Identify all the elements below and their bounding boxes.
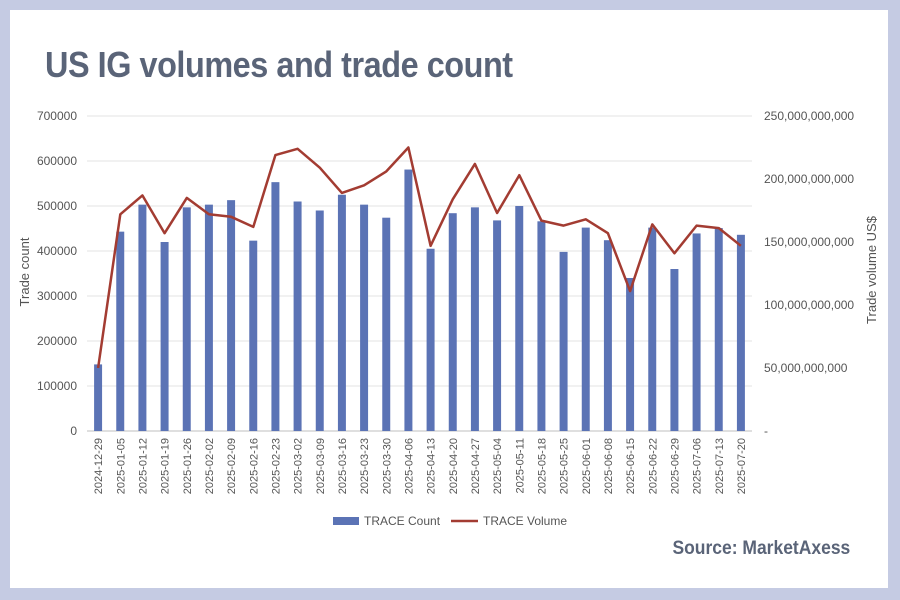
bar [160,242,169,431]
x-tick-label: 2025-06-01 [581,438,593,494]
right-axis-ticks: - 50,000,000,000 100,000,000,000 150,000,00… [764,109,854,438]
legend-label-count: TRACE Count [364,514,441,528]
bar [581,227,590,431]
bar [626,278,635,431]
bar [337,194,346,431]
x-tick-label: 2025-06-15 [625,438,637,494]
bar [670,269,679,431]
bar [227,200,236,431]
x-tick-label: 2025-03-23 [359,438,371,494]
legend: TRACE Count TRACE Volume [333,514,567,528]
bar [515,206,524,431]
x-tick-label: 2025-05-11 [514,438,526,493]
bar [94,364,103,431]
x-tick-label: 2025-05-04 [492,438,504,494]
x-tick-label: 2025-03-09 [315,438,327,494]
x-tick-label: 2025-07-06 [692,438,704,494]
left-axis-label: Trade count [17,237,32,306]
left-tick-label: 100000 [37,379,77,393]
bar [360,204,369,431]
bar [692,233,701,431]
bar [315,210,324,431]
x-tick-label: 2025-03-02 [293,438,305,494]
bar [182,207,191,431]
left-tick-label: 200000 [37,334,77,348]
bar-series [94,169,745,432]
bar [470,207,479,431]
x-tick-label: 2025-03-16 [337,438,349,494]
bar [559,251,568,431]
left-tick-label: 500000 [37,199,77,213]
bar [116,231,125,431]
left-tick-label: 0 [70,424,77,438]
x-tick-label: 2025-04-20 [448,438,460,494]
x-tick-label: 2025-02-02 [204,438,216,494]
x-tick-label: 2025-07-20 [736,438,748,494]
bar [648,227,657,431]
left-tick-label: 700000 [37,109,77,123]
bar [603,240,612,431]
bar [382,217,391,431]
x-tick-label: 2024-12-29 [93,438,105,494]
x-tick-label: 2025-01-12 [137,438,149,494]
left-tick-label: 400000 [37,244,77,258]
x-tick-label: 2025-04-06 [403,438,415,494]
bar [271,182,280,431]
left-tick-label: 600000 [37,154,77,168]
x-tick-label: 2025-06-29 [669,438,681,494]
legend-label-volume: TRACE Volume [483,514,567,528]
line-series [96,146,742,369]
left-axis-ticks: 0 100000 200000 300000 400000 500000 600000 700… [37,109,77,438]
x-tick-label: 2025-04-27 [470,438,482,494]
bar [204,204,213,431]
x-tick-label: 2025-03-30 [381,438,393,494]
chart-title: US IG volumes and trade count [45,44,513,85]
right-tick-label: - [764,424,768,438]
bar [249,240,258,431]
right-axis-label: Trade volume US$ [864,215,879,324]
left-tick-label: 300000 [37,289,77,303]
volume-line [96,146,742,369]
x-tick-label: 2025-02-16 [248,438,260,494]
bar [293,201,302,431]
bar [736,234,745,431]
x-tick-label: 2025-01-26 [182,438,194,494]
source-note: Source: MarketAxess [672,538,850,559]
bar [138,204,147,431]
x-tick-label: 2025-02-09 [226,438,238,494]
x-tick-label: 2025-01-05 [115,438,127,494]
bar [537,221,546,431]
right-tick-label: 50,000,000,000 [764,361,848,375]
right-tick-label: 250,000,000,000 [764,109,854,123]
x-tick-label: 2025-05-18 [536,438,548,494]
x-tick-label: 2025-07-13 [714,438,726,494]
bar [448,213,457,431]
bar [714,228,723,431]
bar [426,248,435,431]
bar [404,169,413,432]
bar [493,220,502,431]
right-tick-label: 150,000,000,000 [764,235,854,249]
x-tick-label: 2025-01-19 [160,438,172,494]
x-tick-label: 2025-06-22 [647,438,659,494]
x-axis-ticks: 2024-12-29 2025-01-05 2025-01-12 2025-01-19… [93,438,748,494]
x-tick-label: 2025-06-08 [603,438,615,494]
x-tick-label: 2025-04-13 [426,438,438,494]
right-tick-label: 100,000,000,000 [764,298,854,312]
x-tick-label: 2025-05-25 [559,438,571,494]
x-tick-label: 2025-02-23 [270,438,282,494]
legend-swatch-count [333,517,359,525]
right-tick-label: 200,000,000,000 [764,172,854,186]
